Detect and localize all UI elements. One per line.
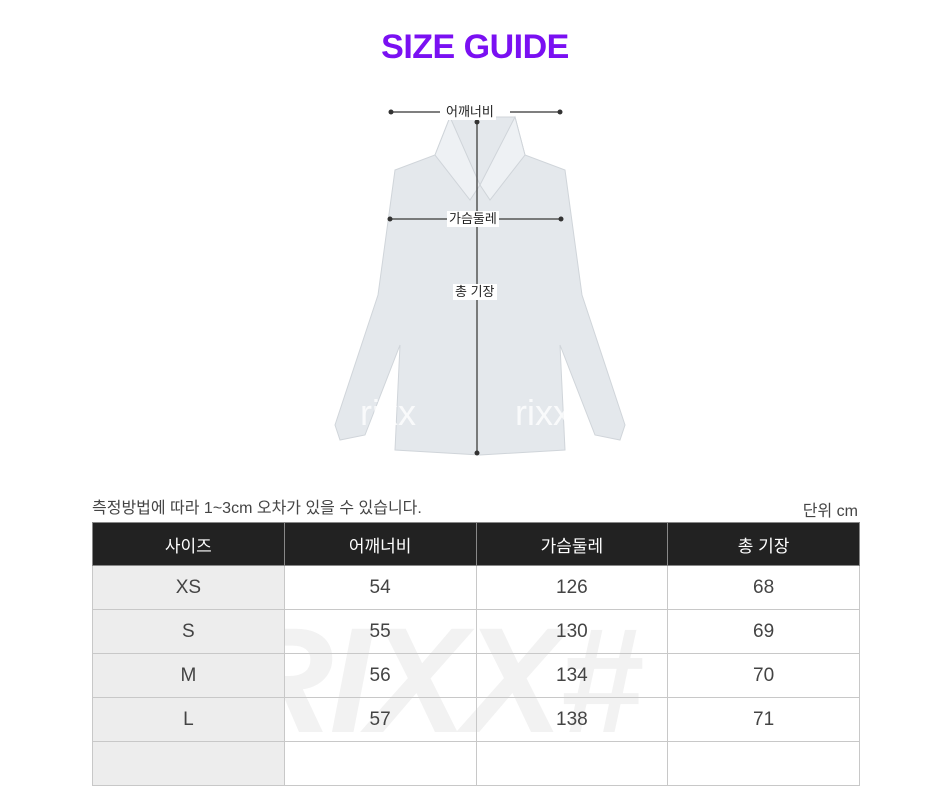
cell-chest: 126	[475, 565, 669, 610]
header-shoulder: 어깨너비	[283, 522, 477, 566]
header-length: 총 기장	[667, 522, 860, 566]
table-row: XS 54 126 68	[92, 565, 860, 610]
cell-chest: 134	[475, 653, 669, 698]
header-size: 사이즈	[92, 522, 285, 566]
table-header-row: 사이즈 어깨너비 가슴둘레 총 기장	[92, 522, 860, 566]
table-row: S 55 130 69	[92, 609, 860, 654]
table-row: M 56 134 70	[92, 653, 860, 698]
table-row: L 57 138 71	[92, 697, 860, 742]
shirt-diagram: rixx rixx 어깨너비 가슴둘레 총 기장	[320, 95, 640, 465]
header-chest: 가슴둘레	[475, 522, 669, 566]
cell-size: L	[92, 697, 285, 742]
cell-shoulder: 56	[283, 653, 477, 698]
cell-chest: 130	[475, 609, 669, 654]
size-table: 사이즈 어깨너비 가슴둘레 총 기장 XS 54 126 68 S 55 130 69 M 56 1…	[92, 522, 860, 786]
page-title: SIZE GUIDE	[381, 28, 569, 66]
cell-length: 69	[667, 609, 860, 654]
cell-length	[667, 741, 860, 786]
cell-shoulder: 54	[283, 565, 477, 610]
measurement-note: 측정방법에 따라 1~3cm 오차가 있을 수 있습니다.	[92, 500, 422, 517]
cell-shoulder: 55	[283, 609, 477, 654]
cell-chest	[475, 741, 669, 786]
cell-size	[92, 741, 285, 786]
cell-size: S	[92, 609, 285, 654]
cell-size: XS	[92, 565, 285, 610]
cell-shoulder	[283, 741, 477, 786]
unit-label: 단위 cm	[802, 503, 858, 520]
watermark-left: rixx	[360, 392, 416, 433]
cell-length: 70	[667, 653, 860, 698]
table-row	[92, 741, 860, 786]
watermark-right: rixx	[515, 392, 571, 433]
shoulder-label: 어깨너비	[444, 104, 496, 120]
cell-length: 68	[667, 565, 860, 610]
chest-label: 가슴둘레	[447, 211, 499, 227]
cell-shoulder: 57	[283, 697, 477, 742]
cell-length: 71	[667, 697, 860, 742]
cell-chest: 138	[475, 697, 669, 742]
shirt-image: rixx rixx	[334, 109, 626, 456]
length-label: 총 기장	[453, 284, 497, 300]
cell-size: M	[92, 653, 285, 698]
